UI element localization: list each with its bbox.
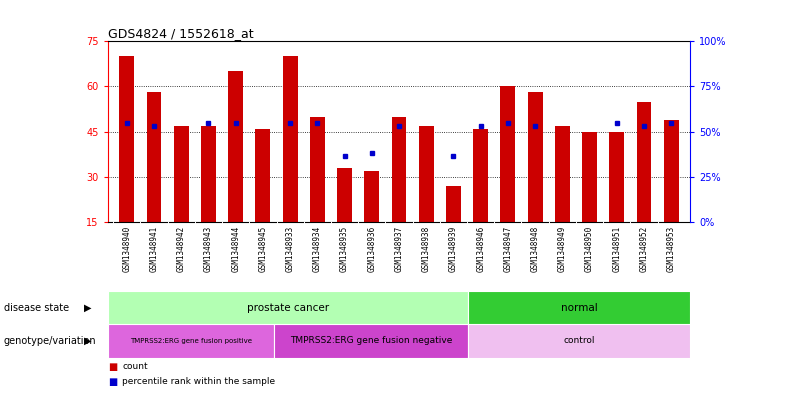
Text: GSM1348936: GSM1348936 [367, 226, 377, 272]
Text: GSM1348953: GSM1348953 [666, 226, 676, 272]
Bar [555, 126, 570, 222]
Text: GSM1348950: GSM1348950 [585, 226, 594, 272]
Text: GSM1348943: GSM1348943 [204, 226, 213, 272]
Text: GSM1348949: GSM1348949 [558, 226, 567, 272]
Text: GSM1348934: GSM1348934 [313, 226, 322, 272]
Bar [108, 324, 275, 358]
Bar [446, 186, 461, 222]
Text: GSM1348945: GSM1348945 [259, 226, 267, 272]
Text: GDS4824 / 1552618_at: GDS4824 / 1552618_at [108, 27, 253, 40]
Text: ■: ■ [108, 376, 117, 387]
Text: GSM1348941: GSM1348941 [149, 226, 159, 272]
Bar [468, 324, 690, 358]
Text: ▶: ▶ [84, 303, 91, 312]
Bar [310, 117, 325, 222]
Text: GSM1348942: GSM1348942 [176, 226, 186, 272]
Bar [473, 129, 488, 222]
Bar [108, 291, 468, 324]
Text: ■: ■ [108, 362, 117, 372]
Bar [527, 92, 543, 222]
Text: GSM1348939: GSM1348939 [449, 226, 458, 272]
Bar [174, 126, 188, 222]
Bar [337, 168, 352, 222]
Text: TMPRSS2:ERG gene fusion negative: TMPRSS2:ERG gene fusion negative [290, 336, 452, 345]
Bar [468, 291, 690, 324]
Bar [147, 92, 161, 222]
Text: GSM1348935: GSM1348935 [340, 226, 349, 272]
Text: GSM1348933: GSM1348933 [286, 226, 294, 272]
Text: GSM1348944: GSM1348944 [231, 226, 240, 272]
Bar [610, 132, 624, 222]
Text: prostate cancer: prostate cancer [247, 303, 329, 312]
Bar [419, 126, 433, 222]
Text: normal: normal [561, 303, 598, 312]
Text: GSM1348937: GSM1348937 [394, 226, 404, 272]
Text: control: control [563, 336, 595, 345]
Bar [255, 129, 271, 222]
Text: GSM1348952: GSM1348952 [639, 226, 649, 272]
Text: GSM1348938: GSM1348938 [421, 226, 431, 272]
Text: GSM1348946: GSM1348946 [476, 226, 485, 272]
Text: count: count [122, 362, 148, 371]
Bar [500, 86, 516, 222]
Bar [228, 72, 243, 222]
Text: GSM1348940: GSM1348940 [122, 226, 132, 272]
Bar [392, 117, 406, 222]
Text: TMPRSS2:ERG gene fusion positive: TMPRSS2:ERG gene fusion positive [130, 338, 252, 344]
Bar [365, 171, 379, 222]
Text: GSM1348951: GSM1348951 [612, 226, 622, 272]
Bar [282, 56, 298, 222]
Text: GSM1348947: GSM1348947 [504, 226, 512, 272]
Bar [664, 119, 679, 222]
Bar [582, 132, 597, 222]
Bar [119, 56, 134, 222]
Text: GSM1348948: GSM1348948 [531, 226, 539, 272]
Text: ▶: ▶ [84, 336, 91, 346]
Text: genotype/variation: genotype/variation [4, 336, 97, 346]
Bar [201, 126, 216, 222]
Text: percentile rank within the sample: percentile rank within the sample [122, 377, 275, 386]
Bar [637, 101, 651, 222]
Text: disease state: disease state [4, 303, 69, 312]
Bar [275, 324, 468, 358]
